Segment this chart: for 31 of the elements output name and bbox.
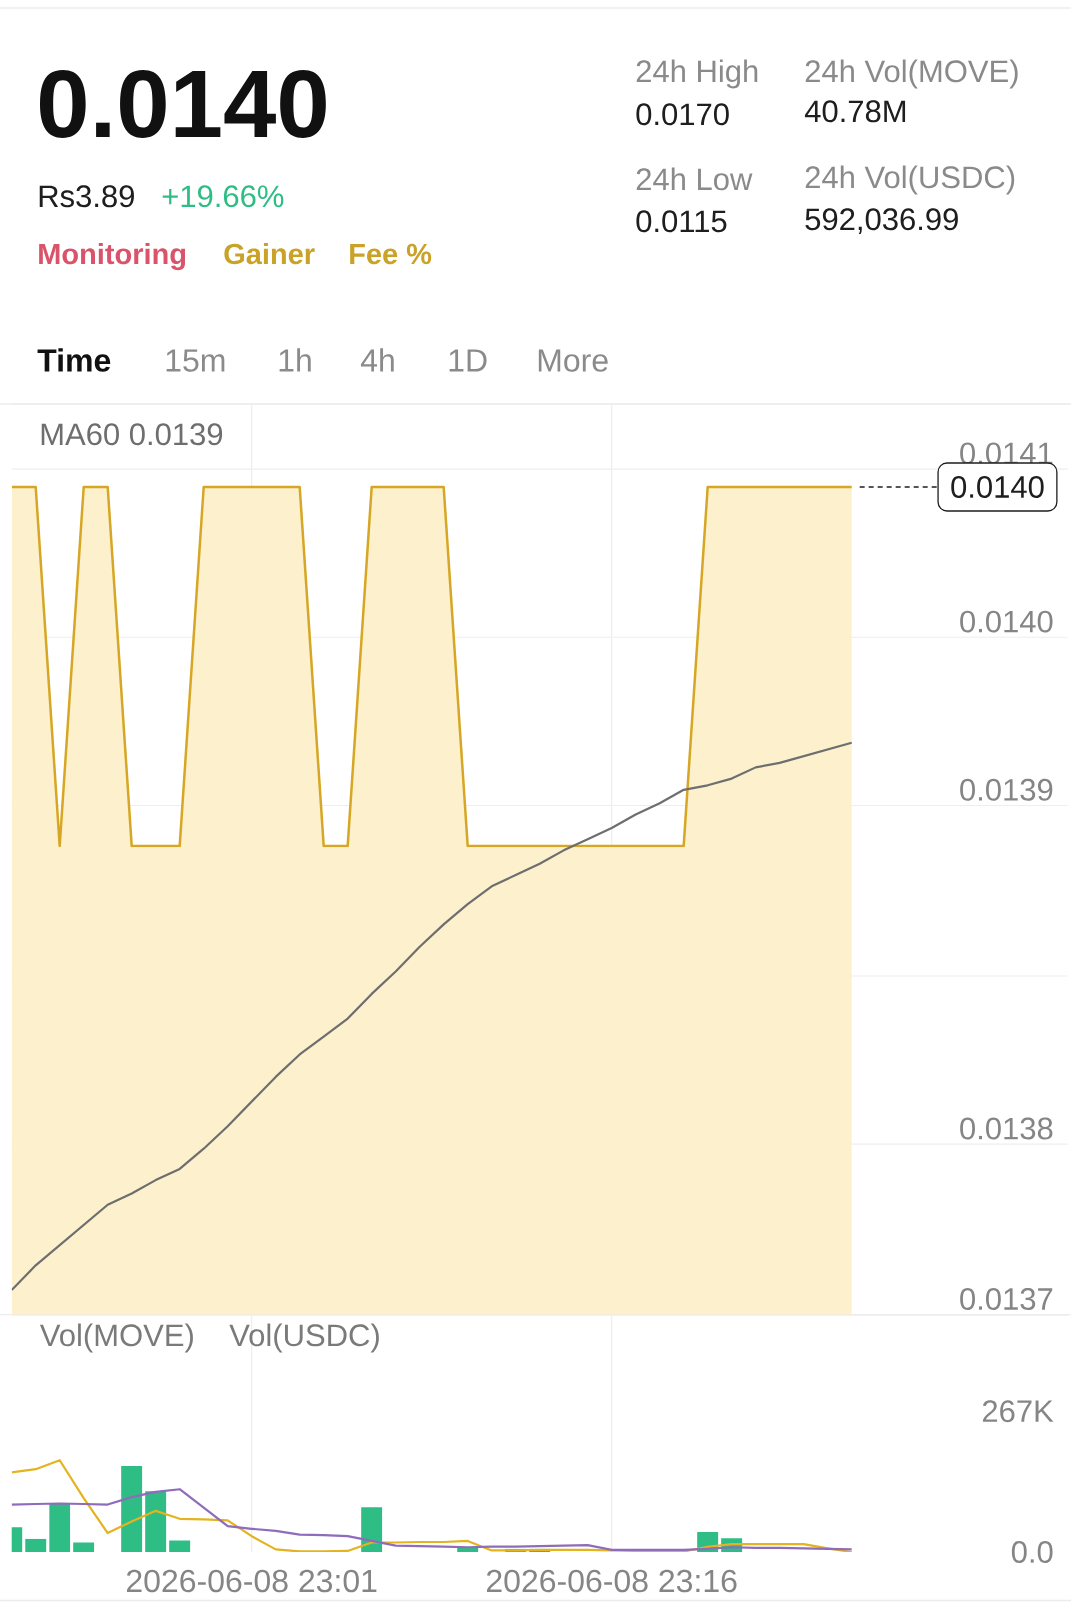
- annotation: Vol(USDC): [229, 1323, 379, 1353]
- text: 24h Low: [636, 167, 753, 191]
- text: More: [538, 349, 608, 372]
- text: 24h Vol(MOVE): [805, 59, 1018, 89]
- y-tick-label: 267K: [982, 1400, 1054, 1423]
- text: 592,036.99: [805, 208, 958, 234]
- y-tick-label: 0.0137: [960, 1288, 1053, 1310]
- text: Time: [37, 348, 111, 372]
- text: 24h High: [636, 59, 758, 89]
- text: 24h Vol(USDC): [805, 165, 1015, 195]
- text: Fee %: [350, 243, 432, 265]
- text: MA60 0.0139: [41, 423, 223, 446]
- text: 1h: [279, 348, 311, 372]
- text: 40.78M: [804, 100, 906, 123]
- y-tick-label: 0.0139: [960, 778, 1053, 801]
- y-tick-label: 0.0140: [960, 610, 1053, 633]
- text: Gainer: [224, 242, 315, 265]
- text: Rs3.89: [39, 185, 134, 208]
- text: Monitoring: [39, 242, 186, 271]
- text: 15m: [166, 349, 225, 372]
- text: 0.0115: [636, 210, 727, 233]
- x-tick-label: 2026-06-08 23:01: [126, 1569, 377, 1593]
- text: 0.0140: [40, 69, 326, 138]
- y-tick-label: 0.0138: [960, 1117, 1053, 1140]
- text: 4h: [360, 348, 394, 372]
- annotation: Vol(MOVE): [39, 1323, 193, 1353]
- x-tick-label: 2026-06-08 23:16: [486, 1569, 737, 1593]
- text: +19.66%: [162, 185, 284, 208]
- y-tick-label: 0.0: [1011, 1541, 1053, 1563]
- text: 1D: [449, 349, 487, 372]
- text: 0.0170: [636, 103, 729, 126]
